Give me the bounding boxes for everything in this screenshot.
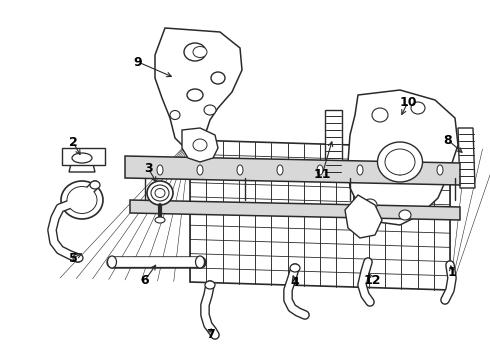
Polygon shape (325, 110, 342, 178)
Ellipse shape (411, 102, 425, 114)
Ellipse shape (211, 72, 225, 84)
Polygon shape (182, 128, 218, 162)
Ellipse shape (193, 139, 207, 151)
Ellipse shape (170, 111, 180, 120)
Polygon shape (125, 156, 460, 185)
Ellipse shape (72, 153, 92, 163)
Ellipse shape (155, 189, 165, 198)
Text: 11: 11 (313, 168, 331, 181)
Ellipse shape (155, 217, 165, 223)
Ellipse shape (147, 181, 173, 205)
Ellipse shape (399, 210, 411, 220)
Ellipse shape (107, 256, 117, 268)
Polygon shape (155, 28, 242, 148)
Text: 10: 10 (399, 95, 417, 108)
Text: 7: 7 (206, 328, 215, 342)
Ellipse shape (90, 181, 100, 189)
Ellipse shape (151, 185, 169, 201)
Ellipse shape (237, 165, 243, 175)
Ellipse shape (67, 186, 97, 213)
Polygon shape (458, 128, 475, 188)
Text: 6: 6 (141, 274, 149, 287)
Text: 9: 9 (134, 55, 142, 68)
Ellipse shape (372, 108, 388, 122)
Ellipse shape (290, 264, 300, 272)
Text: 12: 12 (363, 274, 381, 287)
Ellipse shape (397, 165, 403, 175)
Ellipse shape (61, 181, 103, 219)
Text: 1: 1 (448, 266, 456, 279)
Polygon shape (345, 195, 382, 238)
Ellipse shape (184, 43, 206, 61)
Text: 5: 5 (69, 252, 77, 265)
Text: 4: 4 (291, 275, 299, 288)
Ellipse shape (385, 149, 415, 175)
Polygon shape (69, 160, 95, 172)
Ellipse shape (317, 165, 323, 175)
Ellipse shape (197, 165, 203, 175)
Ellipse shape (73, 254, 83, 262)
Polygon shape (190, 140, 450, 290)
Text: 2: 2 (69, 135, 77, 148)
Ellipse shape (193, 46, 207, 58)
Ellipse shape (187, 89, 203, 101)
Ellipse shape (196, 256, 204, 268)
Ellipse shape (157, 165, 163, 175)
Text: 8: 8 (443, 134, 452, 147)
Text: 3: 3 (144, 162, 152, 175)
Ellipse shape (204, 105, 216, 115)
Polygon shape (130, 200, 460, 220)
Polygon shape (62, 148, 105, 165)
Ellipse shape (205, 281, 215, 289)
Polygon shape (348, 90, 458, 225)
Ellipse shape (357, 165, 363, 175)
Ellipse shape (437, 165, 443, 175)
Ellipse shape (363, 199, 377, 211)
Ellipse shape (377, 142, 422, 182)
Ellipse shape (277, 165, 283, 175)
